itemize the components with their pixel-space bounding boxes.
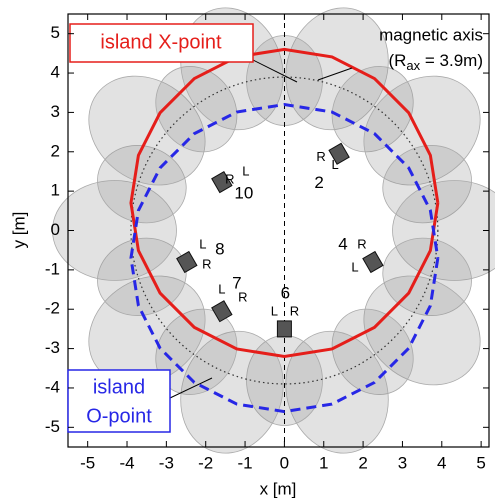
y-tick-label: -1	[45, 259, 60, 278]
eq-sub: ax	[406, 58, 420, 73]
detector-side: L	[218, 282, 225, 297]
detector-side: R	[290, 303, 299, 318]
detector-side: L	[331, 157, 338, 172]
series-label: O-point	[86, 405, 152, 427]
magnetic-axis-label: magnetic axis	[379, 25, 483, 44]
detector-side: L	[242, 164, 249, 179]
y-tick-label: 3	[51, 102, 60, 121]
detector-side: R	[357, 236, 366, 251]
y-tick-label: 2	[51, 141, 60, 160]
magnetic-axis-equation: (Rax = 3.9m)	[388, 51, 483, 73]
x-tick-label: 4	[437, 453, 446, 472]
x-tick-label: -5	[80, 453, 95, 472]
x-tick-label: -2	[198, 453, 213, 472]
y-tick-label: 1	[51, 181, 60, 200]
y-tick-label: -3	[45, 338, 60, 357]
detector-number: 4	[338, 234, 347, 253]
detector-number: 8	[215, 239, 224, 258]
series-label: island X-point	[100, 31, 222, 53]
y-tick-label: 4	[51, 63, 60, 82]
detector	[363, 252, 383, 273]
x-tick-label: 1	[319, 453, 328, 472]
detector-side: R	[238, 290, 247, 305]
x-tick-label: -4	[119, 453, 134, 472]
y-tick-label: -4	[45, 377, 60, 396]
detector-side: R	[225, 172, 234, 187]
x-tick-label: 5	[476, 453, 485, 472]
detector-side: R	[202, 256, 211, 271]
detector-number: 2	[314, 173, 323, 192]
series-label: island	[93, 376, 145, 398]
x-tick-label: -1	[237, 453, 252, 472]
y-axis-label: y [m]	[9, 212, 28, 249]
detector-side: L	[351, 259, 358, 274]
y-tick-label: 5	[51, 23, 60, 42]
x-tick-label: 3	[398, 453, 407, 472]
detector-side: L	[199, 236, 206, 251]
detector-side: R	[316, 149, 325, 164]
chart: x [m] y [m] 10LR2LR8LR4LR7LR6LR magnetic…	[0, 0, 495, 503]
detector-number: 6	[281, 283, 290, 302]
eq-open: (R	[388, 51, 406, 70]
detector	[277, 321, 291, 337]
x-tick-label: 0	[280, 453, 289, 472]
detector-side: L	[271, 303, 278, 318]
y-tick-label: -5	[45, 417, 60, 436]
x-axis-label: x [m]	[260, 479, 297, 498]
x-tick-label: -3	[159, 453, 174, 472]
y-tick-label: -2	[45, 299, 60, 318]
y-tick-label: 0	[51, 220, 60, 239]
eq-rest: = 3.9m)	[420, 51, 483, 70]
detector-number: 10	[234, 184, 253, 203]
x-tick-label: 2	[358, 453, 367, 472]
